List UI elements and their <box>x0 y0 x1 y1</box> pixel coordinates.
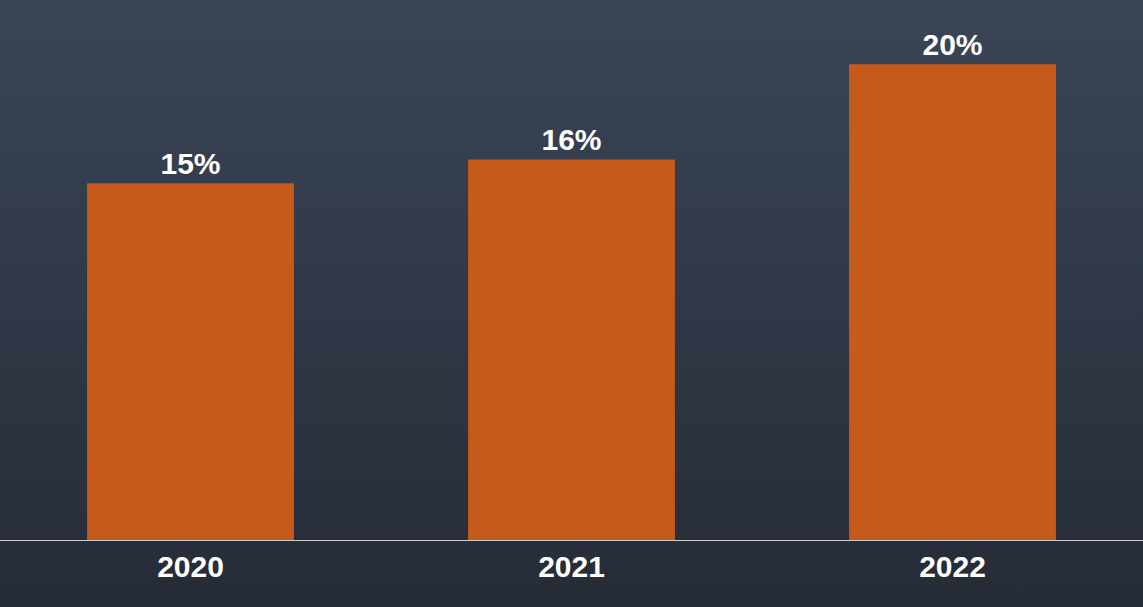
svg-text:2021: 2021 <box>538 550 605 583</box>
svg-text:2020: 2020 <box>157 550 224 583</box>
svg-text:2022: 2022 <box>919 550 986 583</box>
svg-text:16%: 16% <box>541 123 601 156</box>
svg-text:15%: 15% <box>160 147 220 180</box>
svg-text:20%: 20% <box>922 28 982 61</box>
